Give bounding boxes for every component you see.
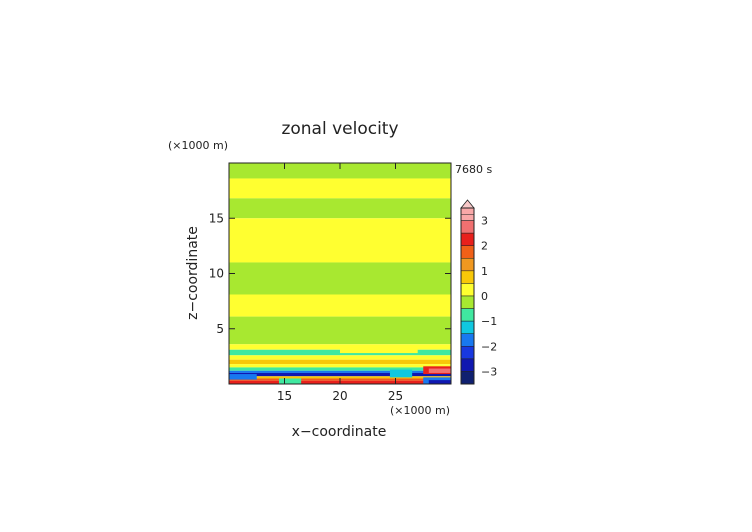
contour-patch bbox=[389, 369, 413, 378]
contour-band bbox=[229, 376, 451, 379]
contour-band bbox=[229, 262, 451, 295]
colorbar-swatch bbox=[460, 308, 475, 322]
x-tick-label: 25 bbox=[388, 389, 403, 403]
y-tick-label: 10 bbox=[209, 267, 224, 281]
colorbar-swatch bbox=[460, 207, 475, 215]
colorbar-swatch bbox=[460, 258, 475, 272]
y-tick-label: 5 bbox=[216, 322, 224, 336]
contour-patch bbox=[229, 374, 257, 380]
contour-band bbox=[229, 367, 451, 371]
colorbar-swatch bbox=[460, 245, 475, 259]
contour-band bbox=[229, 178, 451, 199]
colorbar-extend-arrow bbox=[460, 199, 475, 209]
x-axis-label: x−coordinate bbox=[292, 424, 387, 440]
colorbar-tick-label: 1 bbox=[481, 265, 488, 278]
plot-axes: 15 20 25 5 10 15 bbox=[209, 162, 452, 403]
plot-fill bbox=[229, 163, 451, 384]
y-unit-label: (×1000 m) bbox=[168, 139, 228, 152]
contour-band bbox=[229, 355, 451, 360]
colorbar-tick-label: 2 bbox=[481, 240, 488, 253]
x-unit-label: (×1000 m) bbox=[390, 404, 450, 417]
colorbar-swatch bbox=[460, 346, 475, 360]
colorbar-tick-label: −3 bbox=[481, 365, 497, 378]
contour-band bbox=[229, 359, 451, 365]
contour-band bbox=[229, 364, 451, 368]
colorbar-swatch bbox=[460, 320, 475, 334]
colorbar-swatch bbox=[460, 295, 475, 309]
colorbar-swatch bbox=[460, 371, 475, 385]
x-tick-label: 15 bbox=[277, 389, 292, 403]
contour-band bbox=[229, 198, 451, 219]
contour-patch bbox=[340, 348, 418, 354]
contour-patch bbox=[278, 378, 302, 384]
colorbar-tick-label: 3 bbox=[481, 215, 488, 228]
colorbar-frame bbox=[460, 207, 475, 385]
colorbar-swatch bbox=[460, 214, 475, 221]
colorbar-swatch bbox=[460, 283, 475, 297]
contour-band bbox=[229, 316, 451, 345]
time-label: 7680 s bbox=[455, 163, 492, 176]
y-tick-label: 15 bbox=[209, 211, 224, 225]
chart-title: zonal velocity bbox=[281, 119, 398, 139]
colorbar-tick-label: 0 bbox=[481, 290, 488, 303]
contour-band bbox=[229, 372, 451, 377]
colorbar-tick-label: −2 bbox=[481, 340, 497, 353]
contour-band bbox=[229, 294, 451, 317]
contour-band bbox=[229, 370, 451, 373]
colorbar-swatch bbox=[460, 333, 475, 347]
colorbar-swatch bbox=[460, 220, 475, 234]
contour-patch bbox=[428, 380, 451, 384]
contour-band bbox=[229, 218, 451, 263]
y-axis-label: z−coordinate bbox=[185, 226, 201, 320]
colorbar-swatch bbox=[460, 232, 475, 246]
contour-patch bbox=[428, 368, 451, 373]
contour-band bbox=[229, 344, 451, 350]
x-tick-label: 20 bbox=[332, 389, 347, 403]
colorbar-tick-label: −1 bbox=[481, 315, 497, 328]
colorbar-swatch bbox=[460, 270, 475, 284]
colorbar-swatch bbox=[460, 358, 475, 372]
colorbar: 3 2 1 0 −1 −2 −3 bbox=[460, 199, 497, 385]
